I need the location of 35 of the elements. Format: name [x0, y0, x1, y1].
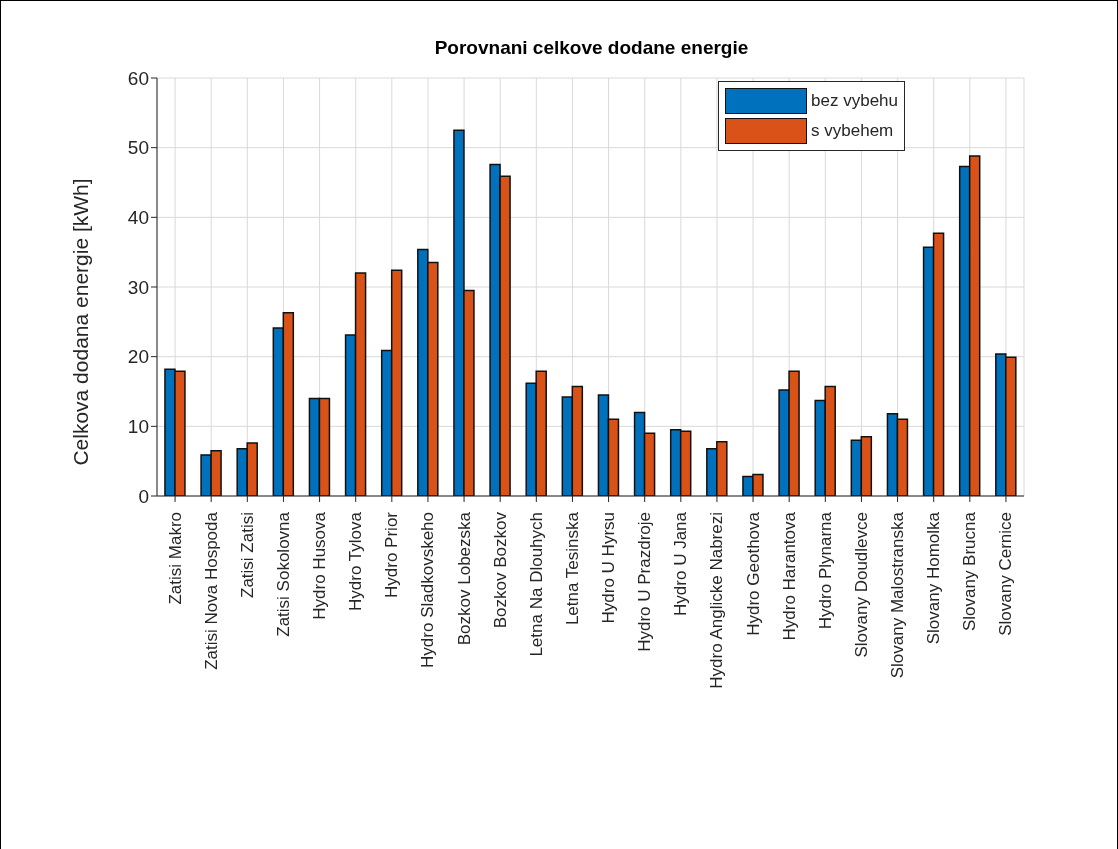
- legend-label: bez vybehu: [811, 91, 898, 111]
- x-tick-label: Hydro U Hyrsu: [599, 512, 619, 624]
- y-tick-label: 60: [127, 67, 149, 89]
- x-tick-label: Slovany Doudlevce: [851, 512, 871, 658]
- x-tick-label: Bozkov Lobezska: [454, 511, 474, 646]
- x-tick-label: Hydro Prior: [382, 511, 402, 598]
- y-axis-title: Celkova dodana energie [kWh]: [69, 178, 93, 466]
- x-tick-label: Zatisi Zatisi: [237, 512, 257, 598]
- x-tick-label: Hydro Husova: [310, 511, 330, 620]
- x-tick-label: Slovany Cernice: [996, 512, 1016, 636]
- x-tick-label: Letna Na Dlouhych: [526, 512, 546, 657]
- x-tick-label: Zatisi Sokolovna: [273, 511, 293, 637]
- y-tick-label: 20: [127, 346, 149, 368]
- x-tick-label: Hydro Sladkovskeho: [418, 512, 438, 668]
- y-tick-label: 50: [127, 137, 149, 159]
- x-tick-label: Zatisi Makro: [165, 512, 185, 605]
- x-tick-label: Hydro U Prazdroje: [635, 512, 655, 652]
- y-tick-label: 30: [127, 276, 149, 298]
- x-tick-label: Hydro Tylova: [346, 511, 366, 611]
- y-tick-label: 0: [138, 485, 149, 507]
- x-tick-label: Hydro Harantova: [779, 511, 799, 641]
- chart-title: Porovnani celkove dodane energie: [433, 37, 750, 59]
- x-tick-label: Bozkov Bozkov: [490, 511, 510, 629]
- y-tick-label: 10: [127, 416, 149, 438]
- x-tick-label: Hydro Plynarna: [815, 511, 835, 630]
- x-tick-label: Slovany Brucna: [960, 511, 980, 632]
- x-tick-label: Hydro U Jana: [671, 511, 691, 616]
- x-tick-label: Hydro Geothova: [743, 511, 763, 636]
- y-tick-label: 40: [127, 207, 149, 229]
- legend-label: s vybehem: [811, 121, 894, 141]
- x-tick-label: Slovany Homolka: [924, 511, 944, 645]
- x-tick-label: Slovany Malostranska: [888, 511, 908, 679]
- x-tick-label: Hydro Anglicke Nabrezi: [707, 512, 727, 689]
- x-tick-label: Zatisi Nova Hospoda: [201, 511, 221, 670]
- x-tick-label: Letna Tesinska: [562, 511, 582, 626]
